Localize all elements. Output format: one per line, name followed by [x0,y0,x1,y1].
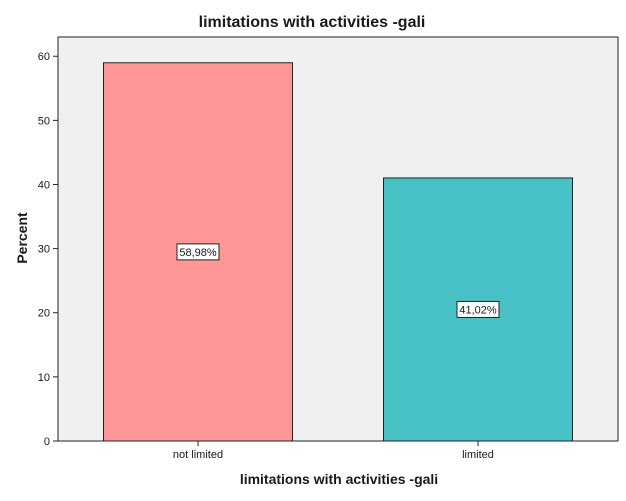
data-label-box [176,243,220,261]
y-axis-label: Percent [14,212,30,264]
y-tick-label: 50 [38,115,50,127]
y-tick-label: 40 [38,179,50,191]
data-label-box [456,300,500,318]
data-label: 41,02% [459,304,497,316]
y-tick-label: 30 [38,244,50,256]
x-tick-label: limited [462,449,494,461]
y-tick-label: 0 [44,436,50,448]
chart-title: limitations with activities -gali [199,14,426,31]
y-tick-label: 60 [38,51,50,63]
x-axis-label: limitations with activities -gali [240,471,438,487]
y-tick-label: 10 [38,372,50,384]
x-tick-label: not limited [173,449,223,461]
data-label: 58,98% [179,247,217,259]
y-tick-label: 20 [38,308,50,320]
